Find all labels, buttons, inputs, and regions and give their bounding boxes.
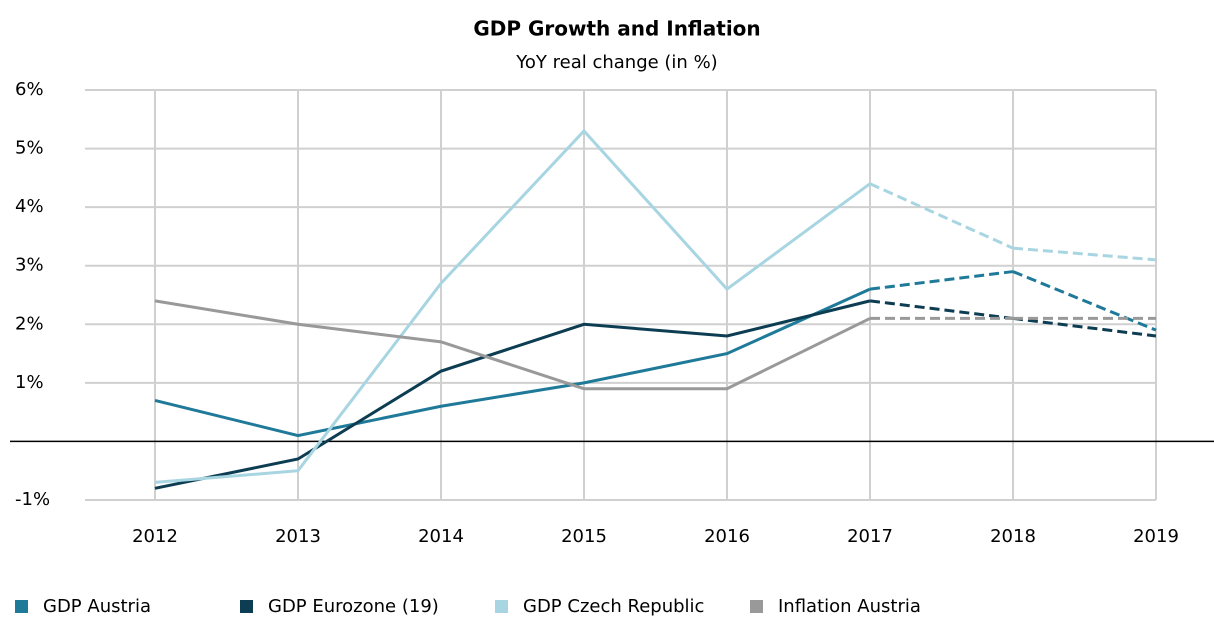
legend-label: GDP Austria <box>43 596 151 617</box>
forecast-line <box>1012 316 1157 338</box>
x-tick-label: 2015 <box>561 526 607 547</box>
forecast-link <box>869 270 1014 291</box>
x-tick-label: 2013 <box>275 526 321 547</box>
x-tick-label: 2014 <box>418 526 464 547</box>
legend-swatch <box>495 600 508 613</box>
y-tick-label: 5% <box>15 138 44 159</box>
y-tick-label: 2% <box>15 313 44 334</box>
y-tick-label: -1% <box>15 489 50 510</box>
line <box>154 299 871 391</box>
chart-subtitle: YoY real change (in %) <box>515 52 717 73</box>
line <box>154 299 871 490</box>
legend-label: Inflation Austria <box>778 596 921 617</box>
y-tick-label: 4% <box>15 196 44 217</box>
x-tick-label: 2018 <box>990 526 1036 547</box>
legend-swatch <box>240 600 253 613</box>
legend-label: GDP Eurozone (19) <box>268 596 439 617</box>
line <box>154 287 871 438</box>
y-tick-label: 6% <box>15 79 44 100</box>
y-tick-label: 1% <box>15 372 44 393</box>
line <box>154 128 871 484</box>
forecast-line <box>1012 270 1157 332</box>
forecast-line <box>1012 246 1157 262</box>
chart-title: GDP Growth and Inflation <box>473 17 760 41</box>
legend-swatch <box>15 600 28 613</box>
x-tick-label: 2012 <box>132 526 178 547</box>
forecast-link <box>869 182 1014 250</box>
x-tick-label: 2019 <box>1133 526 1179 547</box>
legend-swatch <box>750 600 763 613</box>
forecast-link <box>869 299 1014 320</box>
legend-label: GDP Czech Republic <box>523 596 704 617</box>
x-tick-label: 2016 <box>704 526 750 547</box>
x-tick-label: 2017 <box>847 526 893 547</box>
y-tick-label: 3% <box>15 255 44 276</box>
